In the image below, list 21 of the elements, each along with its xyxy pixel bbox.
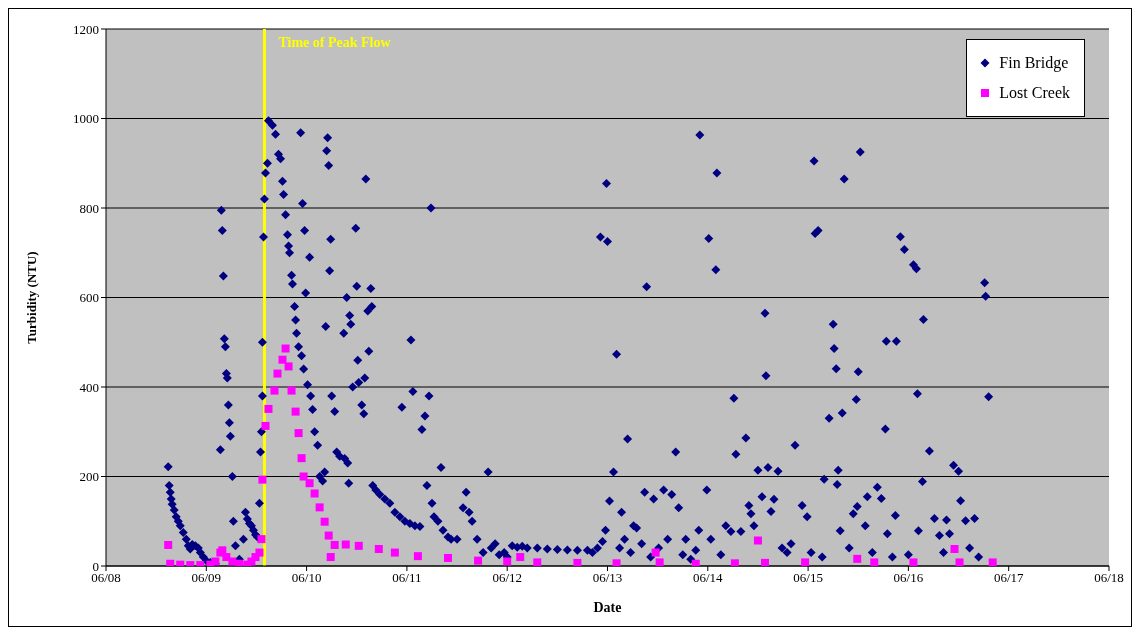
- legend-label: Fin Bridge: [999, 53, 1069, 74]
- x-tick-label: 06/11: [392, 570, 422, 586]
- x-tick-label: 06/14: [692, 570, 724, 586]
- x-tick-label: 06/18: [1094, 570, 1124, 586]
- x-tick-label: 06/12: [492, 570, 523, 586]
- y-tick-label: 1000: [73, 111, 99, 127]
- y-tick-label: 200: [79, 469, 99, 485]
- y-axis-title: Turbidity (NTU): [23, 251, 39, 344]
- x-tick-label: 06/17: [993, 570, 1024, 586]
- x-tick-label: 06/09: [191, 570, 222, 586]
- y-tick-label: 800: [79, 200, 99, 216]
- x-tick-label: 06/13: [592, 570, 623, 586]
- x-tick-label: 06/16: [893, 570, 924, 586]
- x-tick-label: 06/10: [291, 570, 322, 586]
- y-tick-label: 400: [79, 379, 99, 395]
- x-axis-title: Date: [593, 600, 622, 615]
- ref-line-label: Time of Peak Flow: [278, 35, 392, 50]
- y-tick-label: 1200: [73, 21, 99, 37]
- legend-label: Lost Creek: [999, 83, 1070, 103]
- x-tick-label: 06/15: [793, 570, 823, 586]
- y-tick-label: 600: [79, 290, 99, 306]
